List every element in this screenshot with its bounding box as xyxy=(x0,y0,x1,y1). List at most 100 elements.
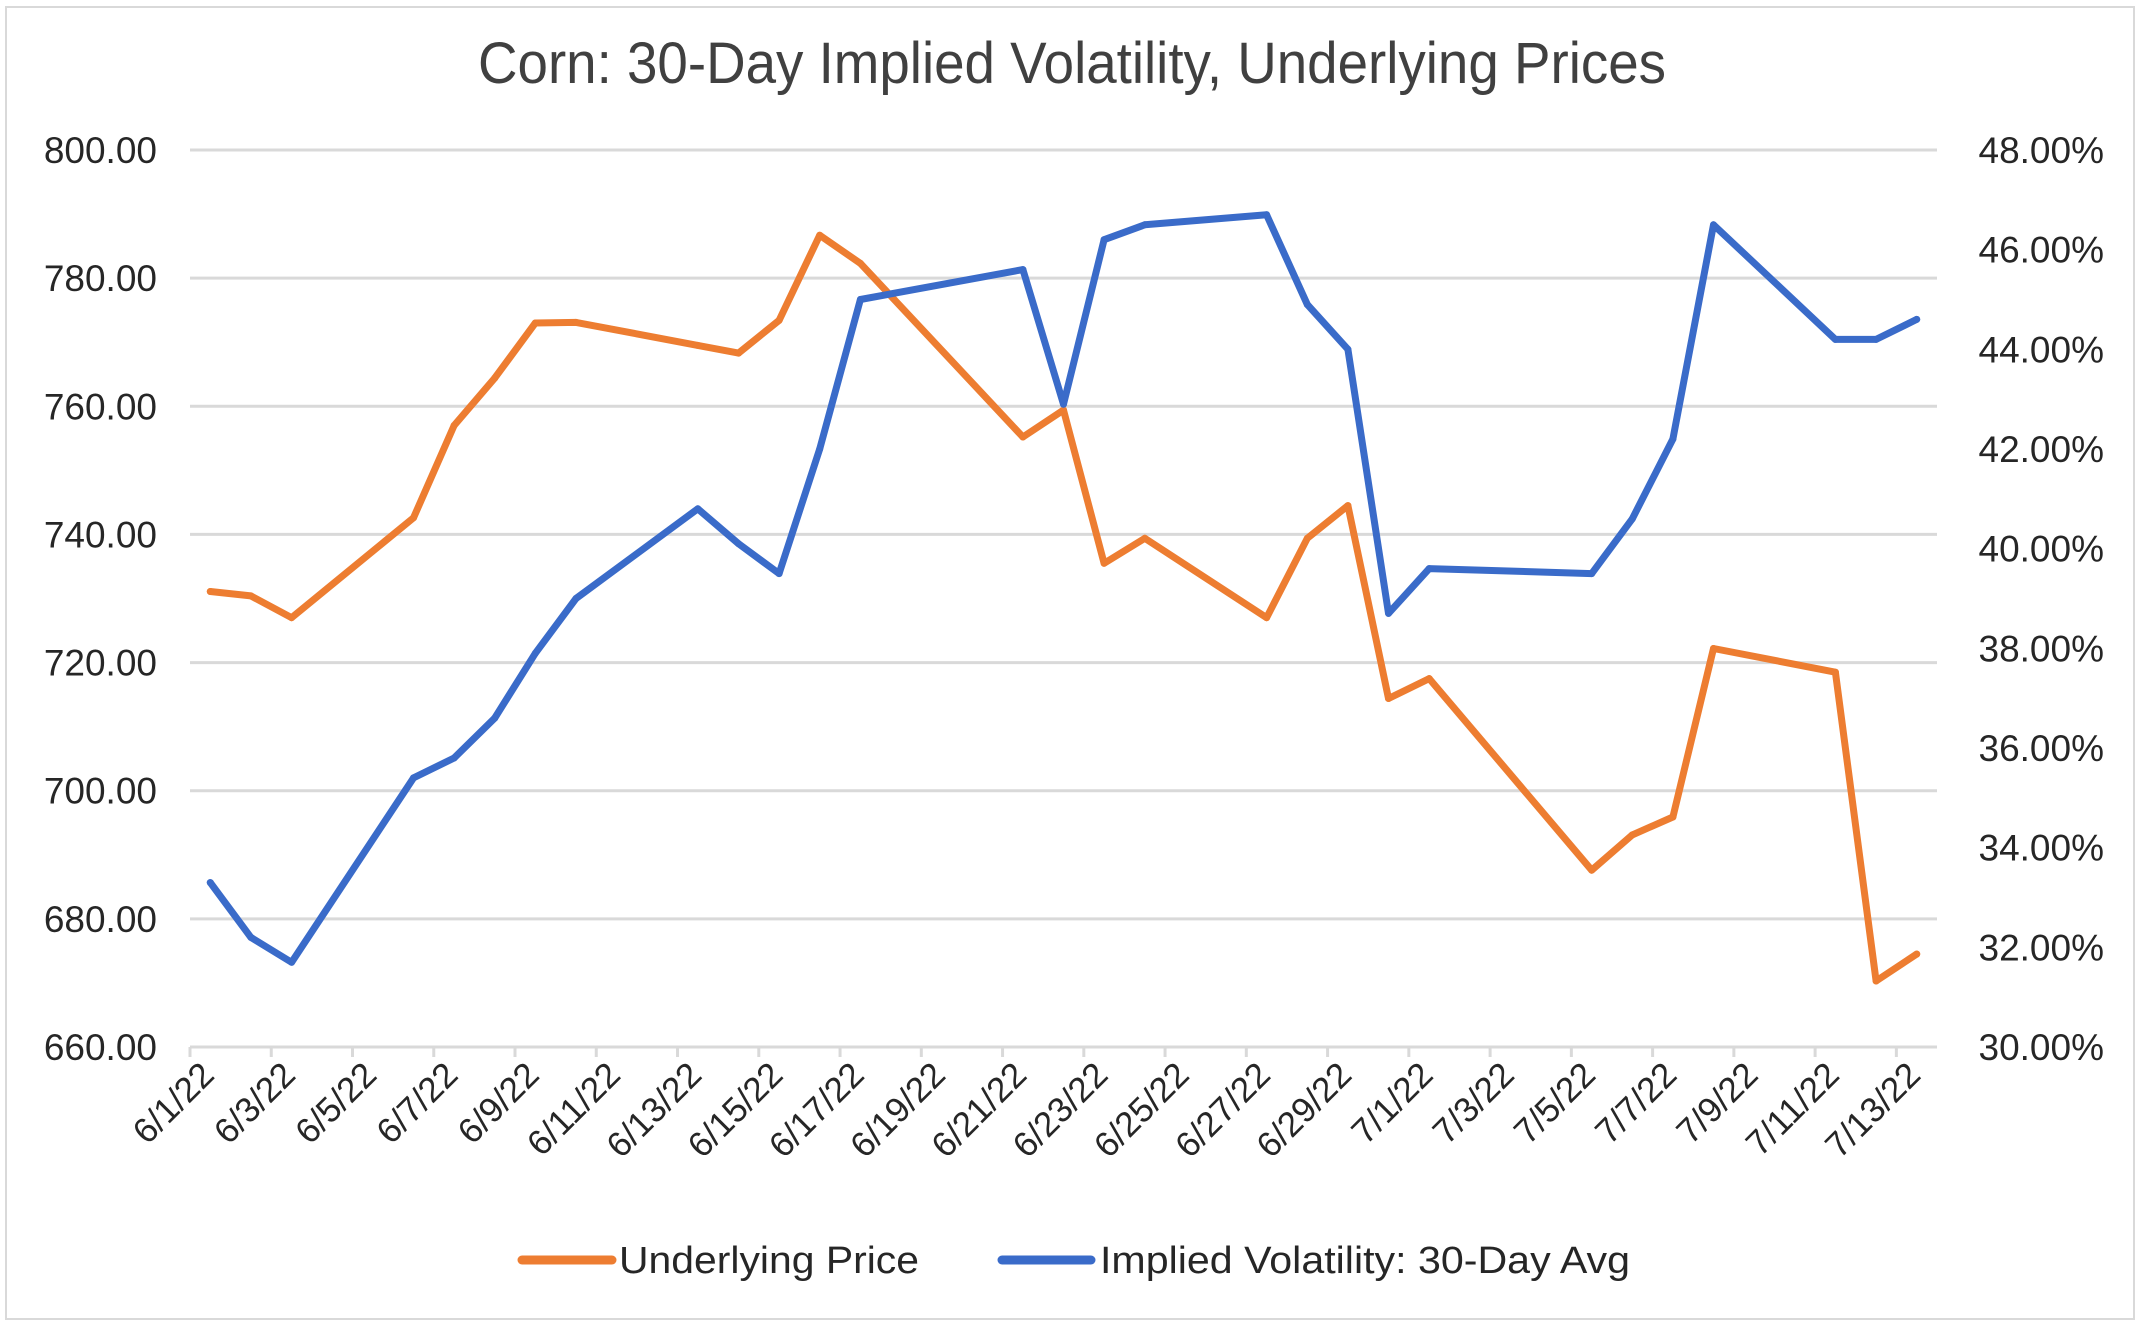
series-implied-volatility-30-day-avg xyxy=(206,211,1921,966)
data-point-implied-volatility-30-day-avg-6-27-22 xyxy=(1263,211,1271,219)
data-point-underlying-price-6-30-22 xyxy=(1385,695,1392,702)
data-point-implied-volatility-30-day-avg-6-9-22 xyxy=(531,649,539,657)
data-point-underlying-price-6-21-22 xyxy=(1019,433,1027,441)
data-point-implied-volatility-30-day-avg-6-14-22 xyxy=(735,540,742,548)
data-point-implied-volatility-30-day-avg-6-7-22 xyxy=(450,754,458,762)
left-y-tick-label: 680.00 xyxy=(44,899,157,940)
legend-label-implied-volatility: Implied Volatility: 30-Day Avg xyxy=(1100,1240,1630,1282)
x-tick-label: 6/5/22 xyxy=(288,1055,384,1151)
data-point-underlying-price-6-17-22 xyxy=(856,259,864,267)
data-point-underlying-price-7-13-22 xyxy=(1913,950,1921,958)
data-point-implied-volatility-30-day-avg-6-8-22 xyxy=(491,714,499,722)
data-point-implied-volatility-30-day-avg-7-5-22 xyxy=(1588,570,1596,578)
x-tick-label: 7/5/22 xyxy=(1507,1055,1603,1151)
data-point-implied-volatility-30-day-avg-6-6-22 xyxy=(410,774,417,782)
data-point-underlying-price-6-29-22 xyxy=(1344,502,1352,510)
chart-title: Corn: 30-Day Implied Volatility, Underly… xyxy=(478,31,1666,96)
data-point-underlying-price-6-16-22 xyxy=(816,231,824,239)
data-point-underlying-price-6-28-22 xyxy=(1303,534,1311,542)
data-point-underlying-price-7-12-22 xyxy=(1872,977,1880,985)
data-point-implied-volatility-30-day-avg-6-1-22 xyxy=(206,879,214,887)
data-point-underlying-price-6-6-22 xyxy=(410,514,417,522)
gridlines xyxy=(190,148,1937,921)
series-underlying-price xyxy=(206,231,1921,985)
data-point-implied-volatility-30-day-avg-7-7-22 xyxy=(1669,435,1677,443)
series-line-underlying-price xyxy=(206,231,1921,985)
right-y-tick-label: 42.00% xyxy=(1979,429,2105,470)
data-point-underlying-price-7-1-22 xyxy=(1425,675,1433,683)
left-y-tick-label: 760.00 xyxy=(44,386,157,427)
data-point-implied-volatility-30-day-avg-6-22-22 xyxy=(1060,400,1067,408)
data-point-underlying-price-7-5-22 xyxy=(1588,866,1596,874)
right-y-tick-label: 32.00% xyxy=(1979,927,2105,968)
legend-label-underlying-price: Underlying Price xyxy=(619,1240,919,1282)
right-y-tick-label: 30.00% xyxy=(1979,1027,2105,1068)
right-y-tick-label: 46.00% xyxy=(1979,230,2105,271)
right-y-tick-label: 48.00% xyxy=(1979,130,2105,171)
left-y-tick-label: 800.00 xyxy=(44,130,157,171)
legend: Underlying Price Implied Volatility: 30-… xyxy=(517,1240,1630,1282)
series-line-implied-volatility-30-day-avg xyxy=(206,211,1921,966)
data-point-implied-volatility-30-day-avg-6-24-22 xyxy=(1141,221,1149,229)
right-y-tick-label: 34.00% xyxy=(1979,828,2105,869)
data-point-underlying-price-6-22-22 xyxy=(1060,406,1067,414)
data-point-underlying-price-7-8-22 xyxy=(1710,645,1717,652)
data-point-implied-volatility-30-day-avg-6-28-22 xyxy=(1303,301,1311,308)
x-tick-label: 7/1/22 xyxy=(1344,1055,1440,1151)
data-point-implied-volatility-30-day-avg-6-2-22 xyxy=(247,933,255,941)
data-point-implied-volatility-30-day-avg-6-21-22 xyxy=(1019,266,1027,274)
data-point-implied-volatility-30-day-avg-6-23-22 xyxy=(1100,236,1108,244)
x-tick-label: 6/3/22 xyxy=(207,1055,303,1151)
data-point-implied-volatility-30-day-avg-7-12-22 xyxy=(1872,335,1880,343)
left-y-axis: 800.00 780.00 760.00 740.00 720.00 700.00 680.… xyxy=(44,130,157,1068)
data-point-implied-volatility-30-day-avg-7-13-22 xyxy=(1913,315,1921,323)
x-tick-label: 6/7/22 xyxy=(369,1055,465,1151)
data-point-underlying-price-7-6-22 xyxy=(1628,831,1636,839)
data-point-underlying-price-6-8-22 xyxy=(491,374,499,382)
data-point-implied-volatility-30-day-avg-6-10-22 xyxy=(572,595,580,602)
left-y-tick-label: 720.00 xyxy=(44,643,157,684)
left-y-tick-label: 740.00 xyxy=(44,514,157,555)
data-point-underlying-price-6-7-22 xyxy=(450,422,458,429)
data-point-underlying-price-6-10-22 xyxy=(572,318,580,326)
x-tick-label: 7/3/22 xyxy=(1425,1055,1521,1151)
data-point-underlying-price-6-3-22 xyxy=(288,614,296,622)
data-point-underlying-price-6-13-22 xyxy=(694,341,702,349)
data-point-implied-volatility-30-day-avg-6-29-22 xyxy=(1344,345,1352,353)
data-point-underlying-price-7-11-22 xyxy=(1831,668,1839,676)
x-axis: 6/1/226/3/226/5/226/7/226/9/226/11/226/1… xyxy=(125,1045,1937,1165)
data-point-implied-volatility-30-day-avg-6-13-22 xyxy=(694,505,702,513)
left-y-tick-label: 660.00 xyxy=(44,1027,157,1068)
right-y-tick-label: 40.00% xyxy=(1979,529,2105,570)
data-point-implied-volatility-30-day-avg-6-30-22 xyxy=(1385,609,1392,617)
left-y-tick-label: 700.00 xyxy=(44,771,157,812)
data-point-underlying-price-6-23-22 xyxy=(1100,559,1108,567)
data-point-implied-volatility-30-day-avg-6-3-22 xyxy=(288,958,296,966)
series-lines xyxy=(206,211,1921,985)
right-y-tick-label: 36.00% xyxy=(1979,728,2105,769)
right-y-tick-label: 38.00% xyxy=(1979,628,2105,669)
right-y-tick-label: 44.00% xyxy=(1979,329,2105,370)
data-point-underlying-price-6-27-22 xyxy=(1263,614,1271,622)
data-point-underlying-price-6-15-22 xyxy=(775,316,783,324)
data-point-underlying-price-6-14-22 xyxy=(735,349,742,357)
data-point-implied-volatility-30-day-avg-7-1-22 xyxy=(1425,565,1433,573)
data-point-implied-volatility-30-day-avg-7-6-22 xyxy=(1628,515,1636,523)
data-point-implied-volatility-30-day-avg-6-16-22 xyxy=(816,445,824,453)
data-point-implied-volatility-30-day-avg-7-8-22 xyxy=(1710,221,1717,229)
data-point-underlying-price-7-7-22 xyxy=(1669,813,1677,821)
data-point-implied-volatility-30-day-avg-6-15-22 xyxy=(775,570,783,578)
data-point-underlying-price-6-9-22 xyxy=(531,319,539,327)
legend-item-underlying-price[interactable]: Underlying Price xyxy=(517,1240,919,1282)
data-point-implied-volatility-30-day-avg-7-11-22 xyxy=(1831,335,1839,343)
data-point-underlying-price-6-24-22 xyxy=(1141,534,1149,542)
right-y-axis: 48.00% 46.00% 44.00% 42.00% 40.00% 38.00% 36.0… xyxy=(1979,130,2105,1068)
data-point-underlying-price-6-1-22 xyxy=(206,588,214,595)
left-y-tick-label: 780.00 xyxy=(44,258,157,299)
legend-item-implied-volatility[interactable]: Implied Volatility: 30-Day Avg xyxy=(997,1240,1630,1282)
x-tick-label: 6/1/22 xyxy=(125,1055,221,1151)
x-tick-label: 7/7/22 xyxy=(1588,1055,1684,1151)
data-point-implied-volatility-30-day-avg-6-17-22 xyxy=(856,296,864,303)
data-point-underlying-price-6-2-22 xyxy=(247,592,255,600)
